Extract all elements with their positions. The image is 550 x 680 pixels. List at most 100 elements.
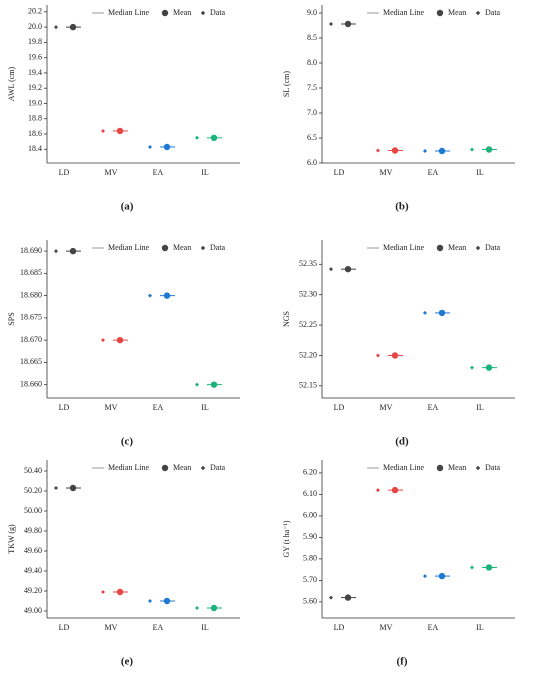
y-tick-label: 52.30 xyxy=(299,290,317,299)
y-tick-label: 19.2 xyxy=(28,83,42,92)
data-point xyxy=(195,606,199,610)
y-tick-label: 18.660 xyxy=(20,379,42,388)
legend-label: Data xyxy=(485,463,501,472)
x-tick-label: IL xyxy=(476,168,484,177)
mean-point xyxy=(210,381,218,388)
y-tick-label: 20.2 xyxy=(28,7,42,16)
data-point xyxy=(376,353,380,358)
legend-mean-swatch xyxy=(436,9,444,17)
y-tick-label: 18.685 xyxy=(20,268,42,277)
legend-label: Median Line xyxy=(108,8,150,17)
y-tick-label: 7.0 xyxy=(307,108,317,117)
data-point xyxy=(470,365,474,370)
mean-point xyxy=(116,127,124,135)
y-tick-label: 52.20 xyxy=(299,350,317,359)
x-tick-label: EA xyxy=(153,623,164,632)
legend-mean-swatch xyxy=(436,464,444,472)
y-tick-label: 9.0 xyxy=(307,8,317,17)
y-axis-label: TKW (g) xyxy=(7,524,16,554)
panel: 18.660 18.665 18.670 18.675 18.680 18.685 18.6… xyxy=(7,240,240,448)
x-tick-label: EA xyxy=(153,168,164,177)
legend-label: Mean xyxy=(448,8,466,17)
y-tick-label: 18.4 xyxy=(28,144,42,153)
mean-point xyxy=(438,309,446,317)
x-tick-label: MV xyxy=(380,623,393,632)
y-tick-label: 49.20 xyxy=(24,586,42,595)
x-tick-label: MV xyxy=(105,403,118,412)
legend-label: Data xyxy=(485,8,501,17)
mean-point xyxy=(116,336,124,344)
x-tick-label: EA xyxy=(428,168,439,177)
data-point xyxy=(470,147,474,152)
y-tick-label: 52.35 xyxy=(299,259,317,268)
legend-mean-swatch xyxy=(161,244,169,252)
y-tick-label: 6.10 xyxy=(303,489,317,498)
mean-point xyxy=(69,484,77,492)
mean-point xyxy=(485,564,493,571)
mean-point xyxy=(391,352,399,359)
panel-label: (e) xyxy=(121,656,134,668)
y-tick-label: 52.15 xyxy=(299,381,317,390)
y-tick-label: 50.20 xyxy=(24,486,42,495)
panel: 52.15 52.20 52.25 52.30 52.35 NGS Median Line M… xyxy=(282,240,515,448)
data-point xyxy=(423,574,427,579)
legend-data-swatch xyxy=(200,465,206,471)
y-tick-label: 7.5 xyxy=(307,83,317,92)
y-tick-label: 5.90 xyxy=(303,532,317,541)
panel-label: (c) xyxy=(121,436,134,448)
mean-point xyxy=(485,364,493,371)
legend-label: Median Line xyxy=(108,463,150,472)
x-tick-label: IL xyxy=(201,623,209,632)
panel: 5.60 5.70 5.80 5.90 6.00 6.10 6.20 GY (t ha⁻¹) M… xyxy=(282,460,515,668)
x-tick-label: LD xyxy=(334,403,345,412)
y-axis-label: NGS xyxy=(282,311,291,327)
data-point xyxy=(376,488,380,493)
legend-label: Data xyxy=(210,243,226,252)
panel-label: (d) xyxy=(395,436,409,448)
panel: 6.0 6.5 7.0 7.5 8.0 8.5 9.0 SL (cm) Median Line M… xyxy=(282,5,515,213)
x-tick-label: IL xyxy=(201,403,209,412)
y-tick-label: 18.665 xyxy=(20,357,42,366)
y-tick-label: 49.80 xyxy=(24,526,42,535)
y-axis-label: GY (t ha⁻¹) xyxy=(282,520,291,557)
mean-point xyxy=(163,292,171,299)
mean-point xyxy=(344,20,352,28)
y-tick-label: 19.6 xyxy=(28,52,42,61)
mean-point xyxy=(163,143,171,151)
legend-label: Data xyxy=(485,243,501,252)
legend-label: Mean xyxy=(173,463,191,472)
y-tick-label: 5.80 xyxy=(303,554,317,563)
legend-label: Data xyxy=(210,463,226,472)
legend-label: Median Line xyxy=(108,243,150,252)
x-tick-label: IL xyxy=(476,623,484,632)
data-point xyxy=(195,135,199,140)
y-tick-label: 49.40 xyxy=(24,566,42,575)
data-point xyxy=(101,338,105,343)
y-tick-label: 18.670 xyxy=(20,335,42,344)
y-tick-label: 19.4 xyxy=(28,68,42,77)
y-tick-label: 49.60 xyxy=(24,546,42,555)
y-tick-label: 50.40 xyxy=(24,466,42,475)
mean-point xyxy=(391,147,399,154)
legend-data-swatch xyxy=(200,10,206,16)
panel-label: (b) xyxy=(395,201,409,213)
mean-point xyxy=(438,572,446,580)
panel-label: (a) xyxy=(121,201,134,213)
x-tick-label: EA xyxy=(153,403,164,412)
y-tick-label: 52.25 xyxy=(299,320,317,329)
y-tick-label: 18.6 xyxy=(28,129,42,138)
legend-data-swatch xyxy=(475,245,481,251)
mean-point xyxy=(391,486,399,494)
legend-label: Mean xyxy=(448,463,466,472)
y-tick-label: 18.675 xyxy=(20,313,42,322)
data-point xyxy=(148,293,152,298)
mean-point xyxy=(69,247,77,255)
x-tick-label: IL xyxy=(201,168,209,177)
y-tick-label: 50.00 xyxy=(24,506,42,515)
data-point xyxy=(195,382,199,387)
legend-mean-swatch xyxy=(436,244,444,252)
data-point xyxy=(423,149,427,153)
x-tick-label: LD xyxy=(59,403,70,412)
mean-point xyxy=(210,134,218,142)
